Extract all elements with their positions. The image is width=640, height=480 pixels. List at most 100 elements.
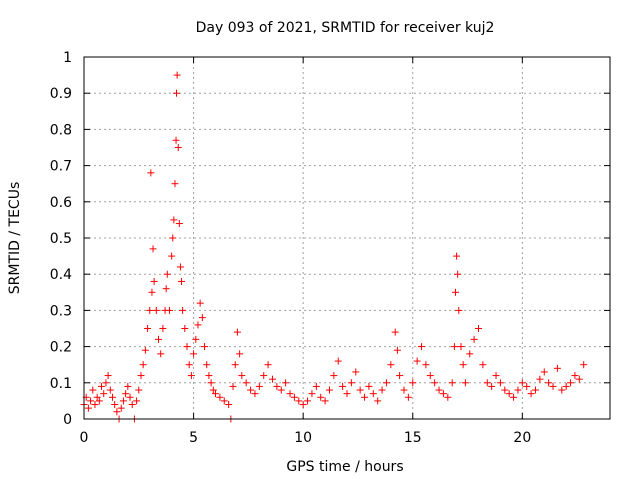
data-point: [339, 382, 347, 390]
data-point: [531, 386, 539, 394]
data-point: [194, 321, 202, 329]
data-point: [155, 335, 163, 343]
data-point: [236, 350, 244, 358]
data-point: [201, 343, 209, 351]
data-point: [192, 335, 200, 343]
data-point: [207, 379, 215, 387]
data-point: [87, 397, 95, 405]
data-point: [400, 386, 408, 394]
data-point: [106, 386, 114, 394]
axis-ticks: 00.10.20.30.40.50.60.70.80.910 5 10 15 20: [50, 50, 610, 446]
data-point: [128, 401, 136, 409]
data-point: [448, 379, 456, 387]
data-point: [457, 343, 465, 351]
data-point: [174, 144, 182, 151]
data-point: [163, 270, 171, 278]
data-point: [453, 252, 461, 260]
data-point: [141, 346, 149, 354]
data-point: [139, 361, 147, 369]
data-point: [185, 361, 193, 369]
data-point: [580, 361, 588, 369]
data-point: [382, 379, 390, 387]
y-tick-label: 0.4: [50, 267, 72, 283]
data-point: [148, 288, 156, 296]
data-point: [84, 404, 92, 412]
data-point: [175, 220, 183, 228]
data-point: [255, 382, 263, 390]
data-point: [122, 390, 130, 398]
data-point: [260, 372, 268, 380]
data-point: [231, 361, 239, 369]
data-point: [454, 270, 462, 278]
data-point: [391, 328, 399, 336]
data-point: [299, 401, 307, 409]
data-point: [162, 285, 170, 293]
y-tick-label: 1: [63, 50, 72, 66]
data-point: [536, 375, 544, 383]
data-point: [290, 393, 298, 401]
data-point: [451, 288, 459, 296]
data-point: [418, 343, 426, 351]
data-point: [540, 368, 548, 376]
data-point: [171, 180, 179, 188]
x-tick-label: 5: [189, 430, 198, 446]
data-point: [108, 393, 116, 401]
y-tick-label: 0.8: [50, 122, 72, 138]
data-point: [514, 386, 522, 394]
data-point: [459, 361, 467, 369]
x-tick-label: 10: [294, 430, 312, 446]
data-point: [369, 390, 377, 398]
data-point: [93, 393, 101, 401]
data-point: [172, 136, 180, 144]
data-point: [321, 397, 329, 405]
data-point: [444, 393, 452, 401]
data-point: [268, 375, 276, 383]
data-point: [238, 372, 246, 380]
data-point: [575, 375, 583, 383]
data-point: [225, 401, 233, 409]
data-point: [170, 216, 178, 224]
data-point: [567, 379, 575, 387]
data-point: [361, 393, 369, 401]
data-point: [264, 361, 272, 369]
data-point: [553, 364, 561, 372]
data-point: [190, 350, 198, 358]
data-point: [562, 382, 570, 390]
data-point: [273, 382, 281, 390]
data-point: [325, 386, 333, 394]
data-point: [387, 361, 395, 369]
data-point: [146, 306, 154, 314]
y-tick-label: 0.1: [50, 376, 72, 392]
y-tick-label: 0.2: [50, 340, 72, 356]
data-point: [152, 306, 160, 314]
data-point: [304, 397, 312, 405]
data-point: [147, 169, 155, 177]
data-point: [527, 390, 535, 398]
data-point: [455, 306, 463, 314]
data-point: [150, 277, 158, 285]
data-point: [149, 245, 157, 253]
data-point: [470, 335, 478, 343]
data-point: [479, 361, 487, 369]
data-point: [124, 382, 132, 390]
data-point: [98, 382, 106, 390]
data-point: [203, 361, 211, 369]
data-point: [144, 325, 152, 332]
data-point: [510, 393, 518, 401]
y-tick-label: 0.9: [50, 86, 72, 102]
data-point: [183, 343, 191, 351]
data-point: [558, 386, 566, 394]
data-point: [89, 386, 97, 394]
data-point: [176, 263, 184, 271]
data-point: [496, 379, 504, 387]
data-point: [233, 328, 241, 336]
gridlines: [84, 57, 610, 419]
data-point: [352, 368, 360, 376]
data-point: [117, 404, 125, 412]
data-point: [347, 379, 355, 387]
data-point: [104, 372, 112, 380]
data-point: [374, 397, 382, 405]
data-point: [216, 393, 224, 401]
data-point: [133, 397, 141, 405]
data-point: [126, 393, 134, 401]
